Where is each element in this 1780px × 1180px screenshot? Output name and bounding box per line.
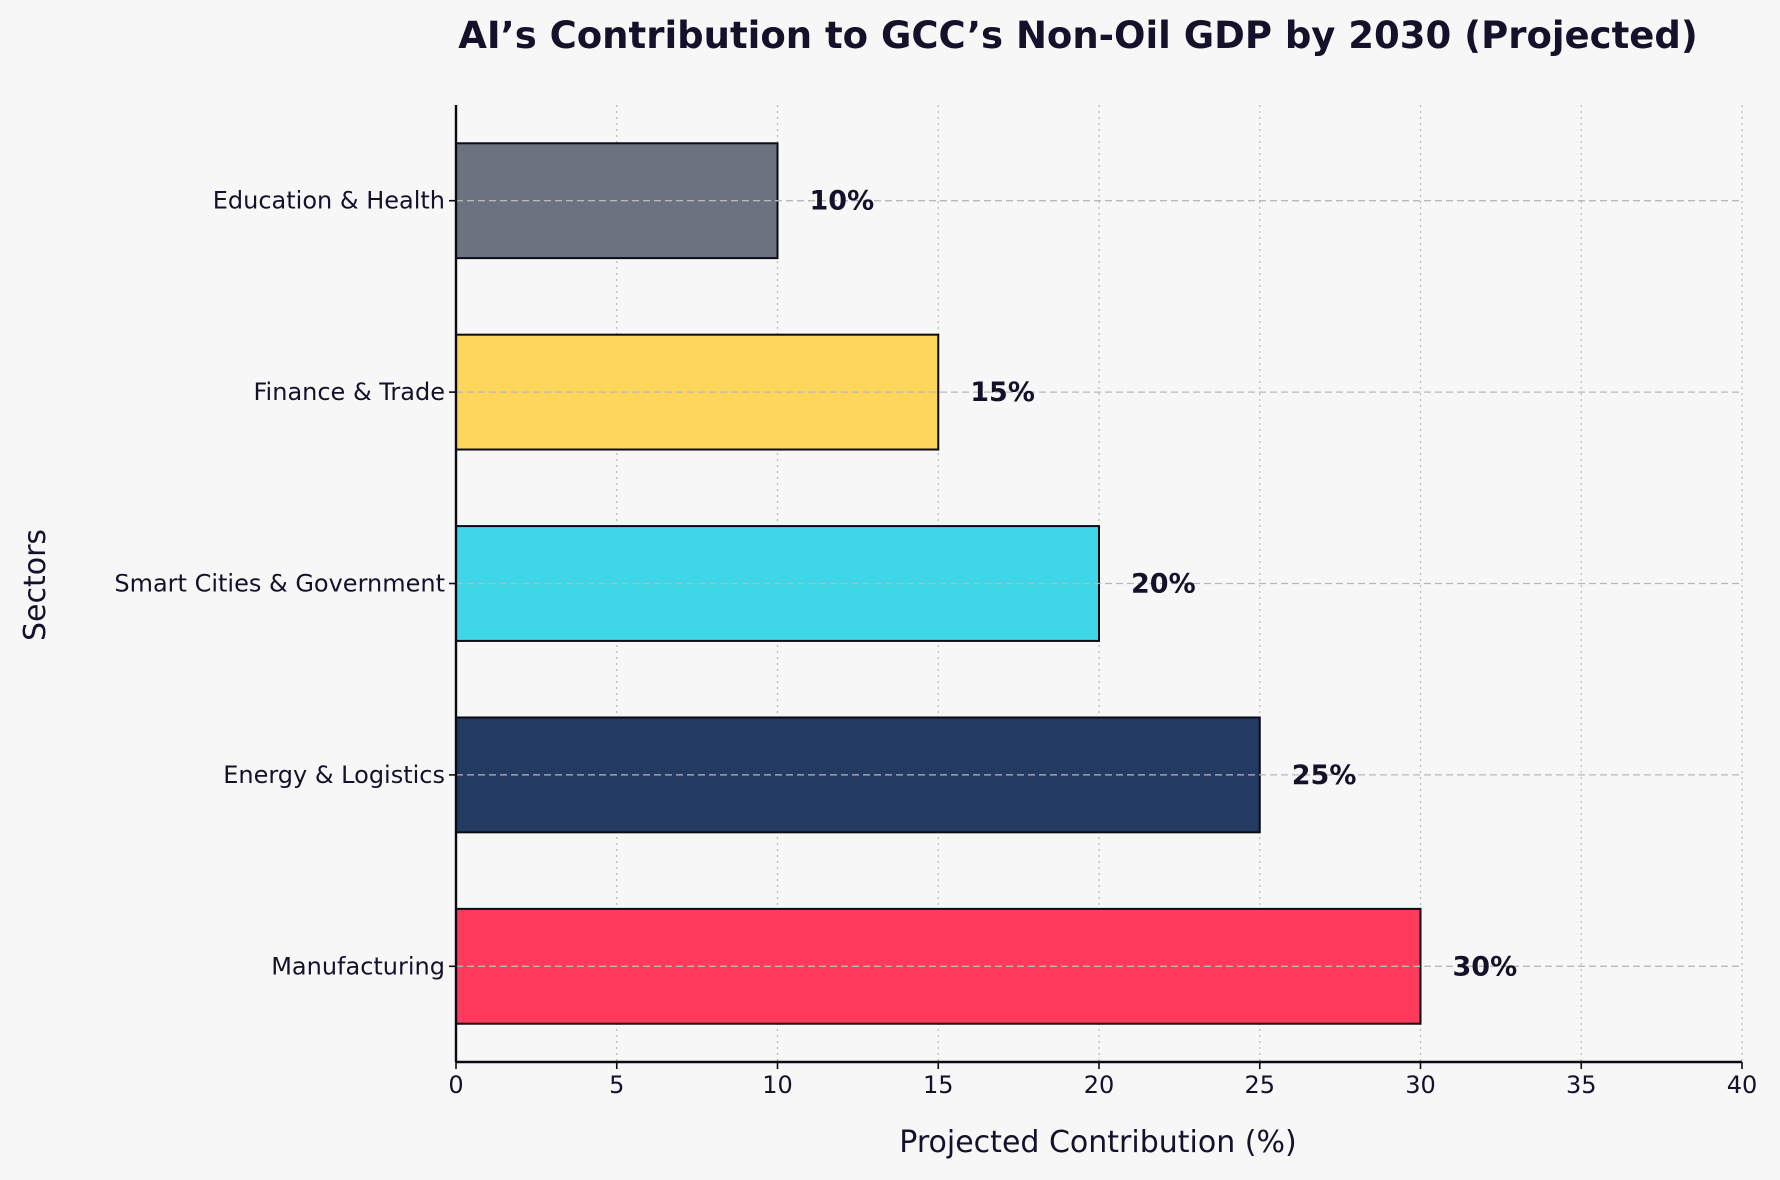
x-tick-label-3: 15	[923, 1071, 954, 1099]
y-tick-label-2: Smart Cities & Government	[114, 570, 445, 598]
y-tick-label-0: Education & Health	[213, 187, 445, 215]
x-tick-label-7: 35	[1566, 1071, 1597, 1099]
x-tick-label-4: 20	[1084, 1071, 1115, 1099]
x-tick-label-2: 10	[762, 1071, 793, 1099]
category-gridlines	[456, 200, 1742, 967]
x-tick-label-8: 40	[1727, 1071, 1758, 1099]
labels: 0 5 10 15 20 25 30 35 40 Education & Health Financ…	[114, 186, 1757, 1099]
value-label-3: 25%	[1292, 760, 1357, 791]
value-label-4: 30%	[1453, 951, 1518, 982]
y-tick-label-4: Manufacturing	[271, 952, 445, 980]
value-label-2: 20%	[1131, 569, 1196, 600]
y-axis-label: Sectors	[18, 529, 53, 641]
x-tick-label-0: 0	[448, 1071, 463, 1099]
y-tick-label-3: Energy & Logistics	[223, 761, 445, 789]
axes	[449, 105, 1743, 1069]
value-label-1: 15%	[970, 377, 1035, 408]
x-tick-label-6: 30	[1405, 1071, 1436, 1099]
chart-title: AI’s Contribution to GCC’s Non-Oil GDP b…	[458, 14, 1698, 57]
x-axis-label: Projected Contribution (%)	[899, 1125, 1296, 1160]
x-tick-label-1: 5	[609, 1071, 624, 1099]
value-label-0: 10%	[810, 186, 875, 217]
x-tick-label-5: 25	[1244, 1071, 1275, 1099]
y-tick-label-1: Finance & Trade	[254, 378, 446, 406]
